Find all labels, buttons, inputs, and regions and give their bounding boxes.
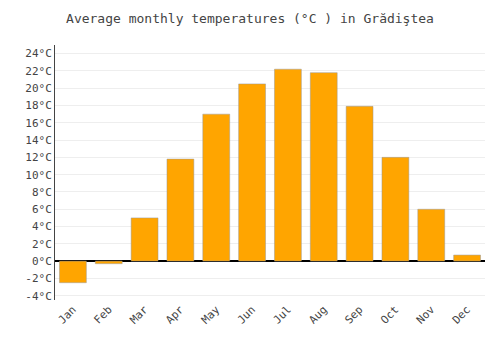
svg-text:Apr: Apr [163,303,187,327]
svg-text:16°C: 16°C [25,117,52,130]
svg-text:Jan: Jan [56,303,79,326]
svg-text:20°C: 20°C [25,82,52,95]
svg-text:Sep: Sep [342,303,365,326]
svg-text:-4°C: -4°C [25,290,52,303]
svg-text:4°C: 4°C [32,220,52,233]
svg-text:10°C: 10°C [25,169,52,182]
svg-text:Jul: Jul [271,303,294,326]
svg-text:18°C: 18°C [25,99,52,112]
svg-text:24°C: 24°C [25,47,52,60]
svg-text:Feb: Feb [92,303,115,326]
svg-text:Dec: Dec [450,303,473,326]
svg-text:Average monthly temperatures (: Average monthly temperatures (°C ) in Gr… [66,11,434,26]
svg-text:Nov: Nov [414,303,438,327]
svg-text:2°C: 2°C [32,238,52,251]
svg-text:8°C: 8°C [32,186,52,199]
svg-text:May: May [199,303,223,327]
svg-text:0°C: 0°C [32,255,52,268]
svg-text:Mar: Mar [127,303,151,327]
svg-text:Jun: Jun [235,303,258,326]
svg-text:-2°C: -2°C [25,272,52,285]
svg-text:Aug: Aug [307,303,330,326]
svg-text:22°C: 22°C [25,65,52,78]
svg-text:12°C: 12°C [25,151,52,164]
svg-text:6°C: 6°C [32,203,52,216]
svg-text:14°C: 14°C [25,134,52,147]
svg-text:Oct: Oct [378,303,401,326]
